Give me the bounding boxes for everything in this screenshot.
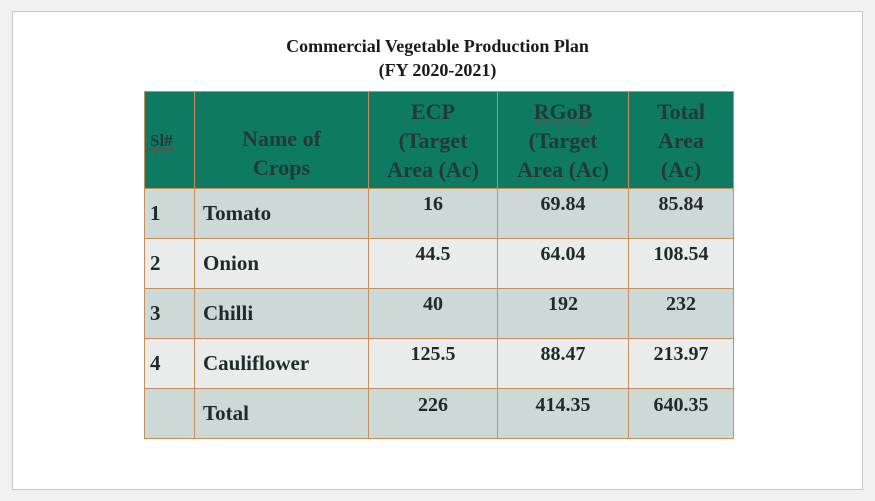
cell-ecp: 226: [368, 388, 498, 439]
cell-crop: Tomato: [194, 188, 369, 239]
document-title: Commercial Vegetable Production Plan (FY…: [13, 34, 862, 82]
table-row: 1 Tomato 16 69.84 85.84: [144, 188, 734, 239]
table-row: 3 Chilli 40 192 232: [144, 288, 734, 339]
cell-sl: 4: [144, 338, 195, 389]
cell-sl: 3: [144, 288, 195, 339]
cell-total: 108.54: [628, 238, 734, 289]
cell-total: 232: [628, 288, 734, 339]
title-line-2: (FY 2020-2021): [378, 60, 497, 80]
cell-sl: 2: [144, 238, 195, 289]
title-line-1: Commercial Vegetable Production Plan: [286, 36, 589, 56]
cell-crop: Cauliflower: [194, 338, 369, 389]
cell-rgob: 192: [497, 288, 629, 339]
cell-rgob: 88.47: [497, 338, 629, 389]
production-plan-table: Sl# Name of Crops ECP (Target Area (Ac) …: [144, 91, 734, 439]
cell-ecp: 40: [368, 288, 498, 339]
cell-crop: Total: [194, 388, 369, 439]
table-row: 2 Onion 44.5 64.04 108.54: [144, 238, 734, 289]
cell-total: 213.97: [628, 338, 734, 389]
header-rgob: RGoB (Target Area (Ac): [497, 91, 629, 189]
table-row: 4 Cauliflower 125.5 88.47 213.97: [144, 338, 734, 389]
cell-ecp: 125.5: [368, 338, 498, 389]
cell-rgob: 414.35: [497, 388, 629, 439]
header-ecp: ECP (Target Area (Ac): [368, 91, 498, 189]
cell-sl: 1: [144, 188, 195, 239]
table-header-row: Sl# Name of Crops ECP (Target Area (Ac) …: [144, 91, 734, 189]
cell-sl: [144, 388, 195, 439]
header-crop: Name of Crops: [194, 91, 369, 189]
cell-rgob: 69.84: [497, 188, 629, 239]
cell-ecp: 44.5: [368, 238, 498, 289]
table-total-row: Total 226 414.35 640.35: [144, 388, 734, 439]
cell-crop: Chilli: [194, 288, 369, 339]
cell-crop: Onion: [194, 238, 369, 289]
header-sl: Sl#: [144, 91, 195, 189]
header-total-area: Total Area (Ac): [628, 91, 734, 189]
cell-rgob: 64.04: [497, 238, 629, 289]
cell-ecp: 16: [368, 188, 498, 239]
cell-total: 640.35: [628, 388, 734, 439]
cell-total: 85.84: [628, 188, 734, 239]
document-page: Commercial Vegetable Production Plan (FY…: [12, 11, 863, 490]
